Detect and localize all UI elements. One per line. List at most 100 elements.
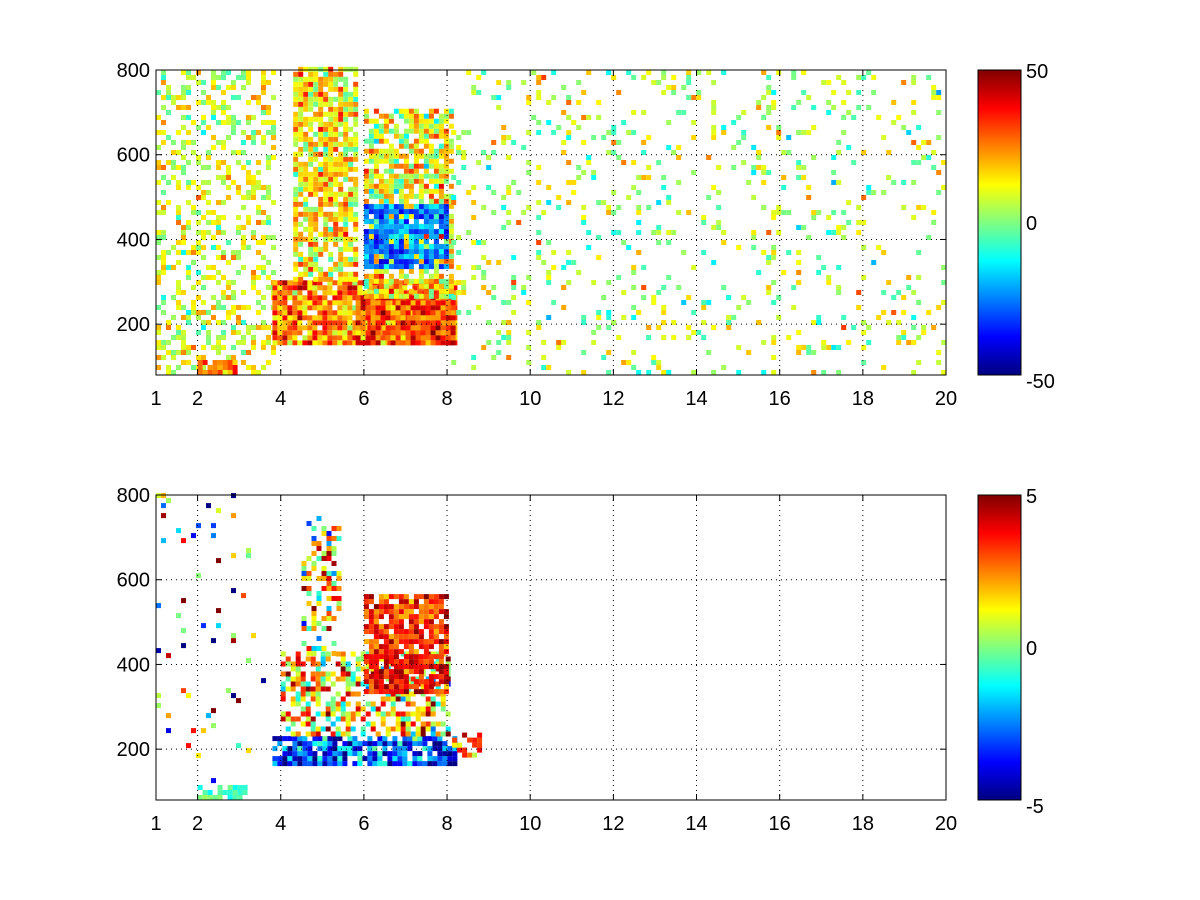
heatmap-cell [282, 761, 288, 767]
heatmap-cell [161, 95, 166, 100]
heatmap-cell [280, 691, 286, 697]
heatmap-cell [425, 726, 431, 732]
heatmap-cell [368, 219, 374, 225]
heatmap-cell [318, 151, 324, 157]
heatmap-cell [298, 136, 304, 142]
heatmap-cell [831, 180, 837, 185]
heatmap-cell [297, 751, 303, 757]
heatmap-cell [298, 256, 304, 262]
heatmap-cell [388, 153, 394, 159]
heatmap-cell [282, 310, 288, 316]
heatmap-cell [836, 140, 842, 145]
heatmap-cell [221, 70, 226, 75]
heatmap-cell [398, 239, 404, 245]
heatmap-cell [368, 233, 374, 239]
heatmap-cell [671, 230, 677, 235]
heatmap-cell [166, 160, 171, 165]
heatmap-cell [277, 756, 283, 762]
heatmap-cell [313, 181, 319, 187]
heatmap-cell [196, 100, 201, 105]
heatmap-cell [196, 523, 201, 529]
heatmap-cell [261, 340, 266, 345]
heatmap-cell [320, 681, 326, 687]
heatmap-cell [363, 654, 369, 660]
heatmap-cell [375, 330, 381, 336]
heatmap-cell [450, 330, 456, 336]
heatmap-cell [761, 165, 767, 170]
heatmap-cell [403, 609, 409, 615]
heatmap-cell [313, 156, 319, 162]
heatmap-cell [373, 639, 379, 645]
heatmap-cell [428, 659, 434, 665]
heatmap-cell [388, 249, 394, 255]
heatmap-cell [348, 166, 354, 172]
heatmap-cell [328, 191, 334, 197]
heatmap-cell [471, 365, 477, 370]
heatmap-cell [191, 365, 196, 370]
heatmap-cell [526, 130, 532, 135]
heatmap-cell [405, 716, 411, 722]
heatmap-cell [333, 226, 339, 232]
heatmap-cell [428, 609, 434, 615]
heatmap-cell [403, 118, 409, 124]
heatmap-cell [826, 110, 832, 115]
heatmap-cell [293, 251, 299, 257]
heatmap-cell [191, 205, 196, 210]
heatmap-cell [433, 168, 439, 174]
x-tick-label: 16 [769, 813, 791, 835]
heatmap-cell [393, 128, 399, 134]
heatmap-cell [156, 275, 161, 280]
heatmap-cell [841, 325, 847, 330]
heatmap-cell [405, 701, 411, 707]
heatmap-cell [161, 70, 166, 75]
heatmap-cell [297, 741, 303, 747]
heatmap-cell [395, 305, 401, 311]
heatmap-cell [176, 180, 181, 185]
heatmap-cell [438, 629, 444, 635]
heatmap-cell [771, 90, 777, 95]
heatmap-cell [501, 135, 507, 140]
bottom-x-ticks: 1 2 4 6 8 10 12 14 16 18 20 [150, 495, 957, 835]
heatmap-cell [408, 143, 414, 149]
heatmap-cell [353, 66, 359, 72]
heatmap-cell [393, 614, 399, 620]
heatmap-cell [423, 243, 429, 249]
heatmap-cell [428, 204, 434, 210]
heatmap-cell [373, 624, 379, 630]
heatmap-cell [303, 176, 309, 182]
heatmap-cell [347, 310, 353, 316]
heatmap-cell [536, 95, 542, 100]
heatmap-cell [293, 96, 299, 102]
heatmap-cell [456, 290, 462, 295]
heatmap-cell [312, 736, 318, 742]
heatmap-cell [413, 614, 419, 620]
heatmap-cell [311, 621, 317, 626]
heatmap-cell [316, 556, 322, 561]
heatmap-cell [292, 761, 298, 767]
heatmap-cell [398, 229, 404, 235]
heatmap-cell [246, 330, 251, 335]
heatmap-cell [413, 204, 419, 210]
heatmap-cell [398, 609, 404, 615]
heatmap-cell [403, 133, 409, 139]
heatmap-cell [433, 273, 439, 279]
heatmap-cell [348, 126, 354, 132]
heatmap-cell [526, 95, 532, 100]
heatmap-cell [333, 171, 339, 177]
heatmap-cell [330, 706, 336, 712]
heatmap-cell [368, 278, 374, 284]
heatmap-cell [417, 736, 423, 742]
heatmap-cell [418, 123, 424, 129]
heatmap-cell [232, 360, 238, 365]
heatmap-cell [331, 551, 337, 556]
heatmap-cell [423, 183, 429, 189]
heatmap-cell [452, 751, 458, 757]
heatmap-cell [686, 210, 692, 215]
heatmap-cell [186, 130, 191, 135]
heatmap-cell [393, 674, 399, 680]
heatmap-cell [196, 80, 201, 85]
heatmap-cell [298, 111, 304, 117]
heatmap-cell [176, 330, 181, 335]
heatmap-cell [911, 215, 917, 220]
heatmap-cell [546, 270, 552, 275]
